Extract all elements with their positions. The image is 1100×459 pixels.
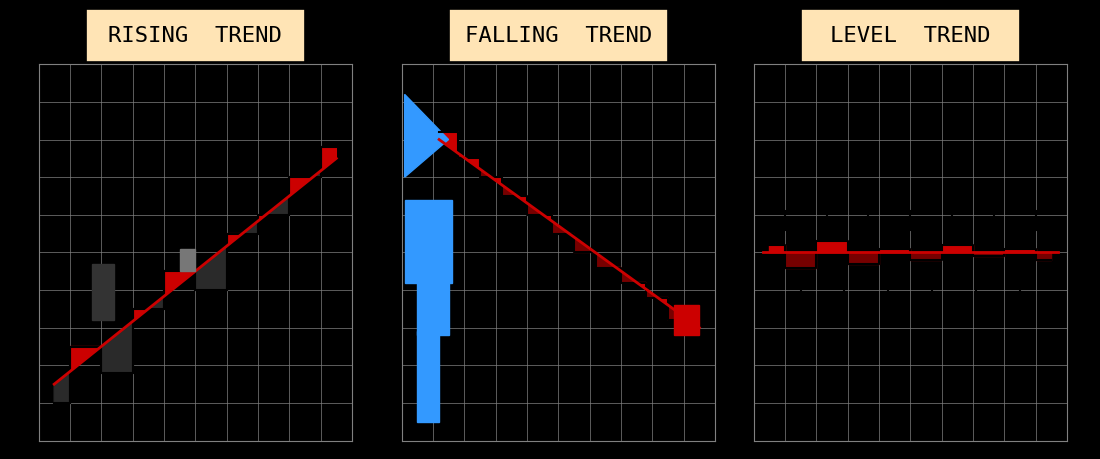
Text: RISING  TREND: RISING TREND (108, 26, 283, 45)
Bar (674, 305, 700, 335)
Bar (417, 279, 449, 335)
Bar (91, 264, 113, 320)
Bar (417, 331, 439, 422)
Text: FALLING  TREND: FALLING TREND (464, 26, 652, 45)
Bar (405, 200, 452, 283)
Text: LEVEL  TREND: LEVEL TREND (830, 26, 990, 45)
Polygon shape (405, 95, 449, 177)
Bar (179, 249, 196, 271)
